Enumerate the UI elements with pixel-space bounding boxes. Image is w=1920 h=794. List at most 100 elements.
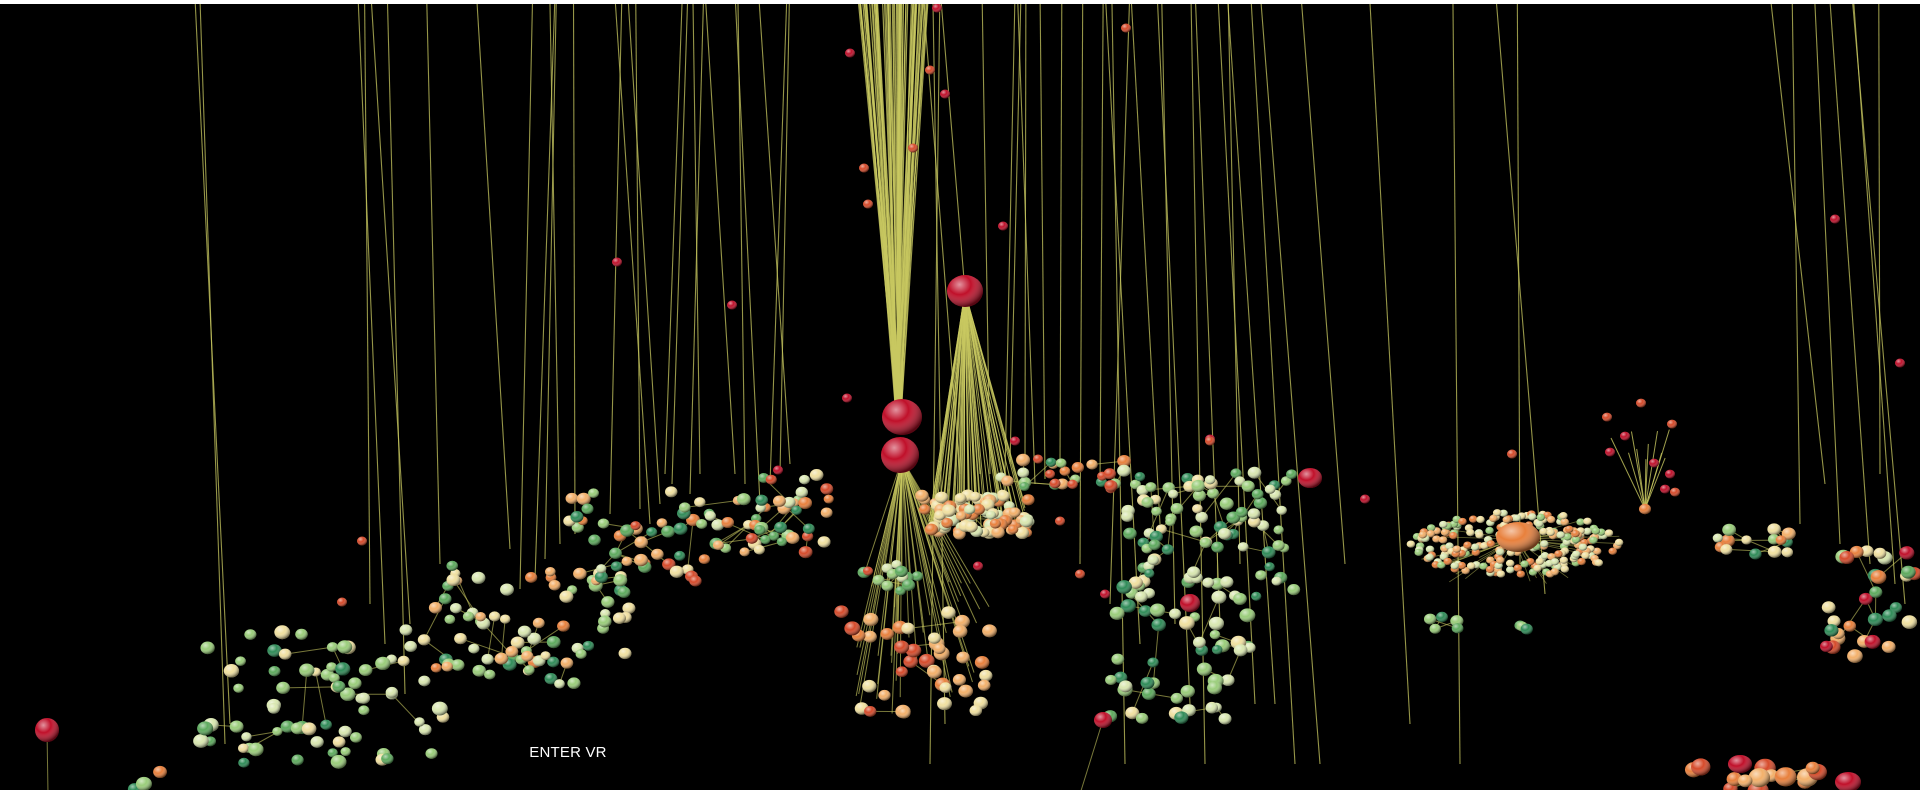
graph-node[interactable] [982,624,997,638]
graph-node[interactable] [1147,555,1159,566]
graph-node[interactable] [1247,516,1261,528]
graph-node[interactable] [674,550,686,561]
graph-node[interactable] [1485,565,1495,574]
graph-node[interactable] [598,615,612,628]
graph-node[interactable] [1873,547,1887,559]
graph-node[interactable] [1440,528,1450,536]
graph-node[interactable] [753,544,765,555]
graph-node[interactable] [1426,530,1435,538]
graph-node[interactable] [979,669,993,682]
graph-node[interactable] [863,199,873,209]
graph-node[interactable] [1273,525,1284,535]
graph-node[interactable] [1205,436,1215,446]
graph-node[interactable] [238,743,249,754]
graph-node[interactable] [798,546,813,559]
graph-node[interactable] [1418,531,1427,539]
graph-node[interactable] [610,561,623,572]
graph-node[interactable] [1726,772,1743,786]
graph-node[interactable] [736,493,751,506]
graph-node[interactable] [276,681,290,694]
graph-node[interactable] [1235,506,1248,518]
graph-node[interactable] [1202,577,1215,588]
graph-node[interactable] [1583,527,1592,535]
graph-node[interactable] [1867,612,1883,626]
graph-node[interactable] [1767,545,1782,558]
graph-node[interactable] [908,143,918,153]
graph-node[interactable] [1192,489,1206,502]
graph-node[interactable] [475,612,486,622]
graph-node[interactable] [335,662,351,676]
graph-node[interactable] [505,646,519,658]
graph-node[interactable] [1075,569,1085,579]
graph-node[interactable] [1161,544,1174,555]
graph-node[interactable] [1426,524,1436,532]
graph-node[interactable] [544,673,558,685]
graph-node[interactable] [820,483,834,495]
graph-node[interactable] [1450,562,1459,570]
graph-node[interactable] [972,503,985,515]
graph-node[interactable] [1437,561,1446,569]
graph-node[interactable] [229,720,244,733]
graph-node[interactable] [576,492,591,505]
graph-node[interactable] [1882,609,1897,622]
graph-node[interactable] [711,519,725,531]
graph-node[interactable] [468,643,480,654]
graph-node[interactable] [1169,608,1182,620]
graph-node[interactable] [596,564,607,574]
graph-node[interactable] [1457,561,1467,570]
graph-node[interactable] [927,665,942,679]
graph-node[interactable] [337,640,353,654]
graph-node[interactable] [527,632,542,645]
graph-node[interactable] [997,490,1010,502]
graph-node[interactable] [845,48,855,58]
graph-node[interactable] [901,579,916,591]
3d-force-graph-canvas[interactable] [0,4,1920,790]
graph-node[interactable] [532,617,545,629]
graph-node[interactable] [834,605,849,618]
graph-node[interactable] [612,257,622,267]
graph-node[interactable] [1207,681,1222,695]
graph-node[interactable] [441,661,453,672]
graph-node[interactable] [1563,533,1572,541]
graph-node[interactable] [1720,544,1733,555]
graph-node[interactable] [765,474,777,485]
graph-node[interactable] [1016,453,1031,467]
graph-node[interactable] [337,597,347,607]
graph-node[interactable] [581,503,594,515]
graph-node[interactable] [1670,487,1680,497]
graph-node[interactable] [712,540,724,550]
graph-node[interactable] [444,614,456,624]
graph-node[interactable] [924,523,939,536]
graph-node[interactable] [1805,761,1820,775]
graph-node[interactable] [1489,514,1498,523]
graph-node[interactable] [1505,559,1515,567]
graph-node[interactable] [233,683,244,693]
graph-node[interactable] [881,437,919,473]
graph-node[interactable] [721,516,734,528]
graph-node[interactable] [1513,564,1523,572]
graph-node[interactable] [1114,671,1128,684]
graph-node[interactable] [1516,570,1526,578]
graph-node[interactable] [1767,523,1781,536]
graph-node[interactable] [381,753,394,765]
graph-node[interactable] [1550,568,1559,576]
graph-node[interactable] [1141,687,1156,700]
graph-node[interactable] [1781,547,1793,558]
graph-node[interactable] [894,640,910,654]
graph-node[interactable] [1151,618,1166,632]
graph-node[interactable] [1665,469,1675,479]
graph-node[interactable] [882,399,922,435]
graph-node[interactable] [1135,591,1148,603]
graph-node[interactable] [1900,565,1916,579]
graph-node[interactable] [739,547,750,557]
graph-node[interactable] [704,510,716,521]
graph-node[interactable] [488,611,501,622]
graph-node[interactable] [862,679,877,693]
graph-node[interactable] [1470,543,1480,551]
graph-node[interactable] [338,725,352,738]
graph-node[interactable] [1148,539,1161,551]
graph-node[interactable] [954,493,967,504]
graph-node[interactable] [1449,531,1458,540]
graph-node[interactable] [802,523,815,534]
graph-node[interactable] [332,736,346,748]
